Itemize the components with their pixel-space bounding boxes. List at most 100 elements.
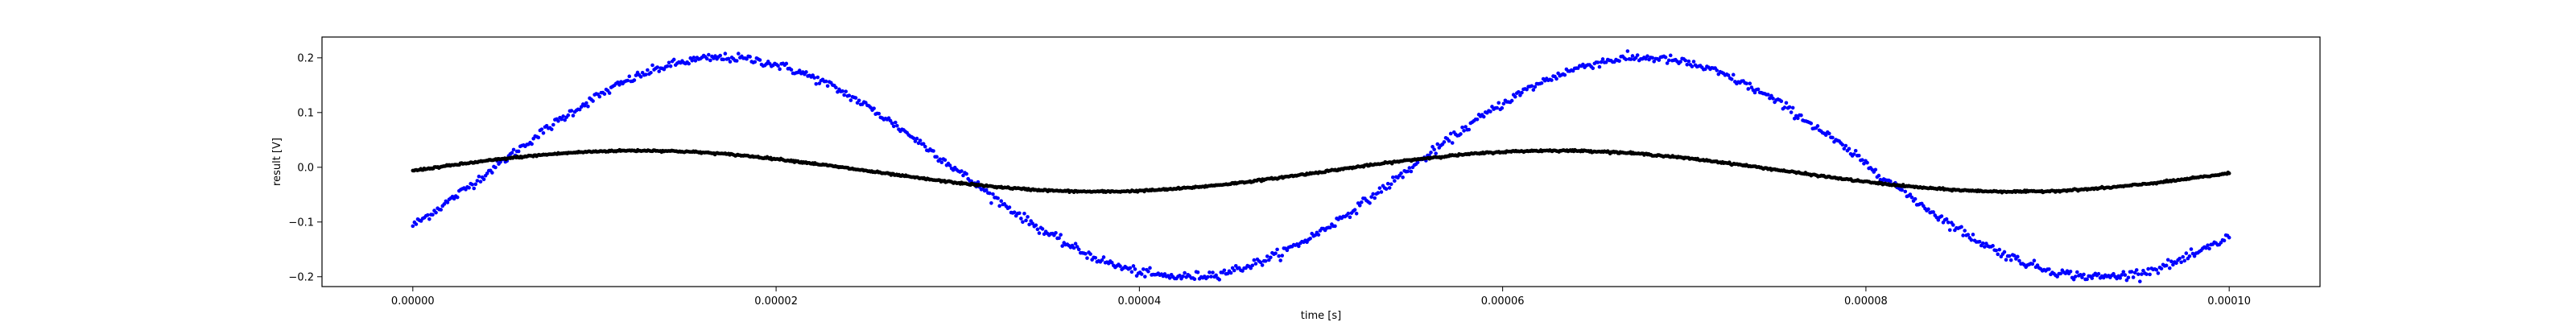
data-point: [2227, 235, 2231, 240]
data-point: [1109, 260, 1114, 265]
data-point: [1040, 227, 1045, 231]
data-point: [857, 98, 861, 103]
data-point: [1533, 85, 1538, 89]
data-point: [2146, 266, 2150, 271]
data-point: [1652, 60, 1656, 64]
data-point: [784, 61, 789, 66]
data-point: [511, 147, 516, 152]
data-point: [1666, 58, 1671, 63]
data-point: [825, 84, 830, 89]
data-point: [1316, 233, 1321, 237]
data-point: [452, 196, 456, 201]
data-point: [1691, 60, 1696, 64]
data-point: [734, 59, 739, 63]
y-tick-label: 0.2: [297, 52, 314, 64]
data-point: [2136, 272, 2140, 276]
data-point: [1181, 274, 1185, 279]
data-point: [1530, 84, 1534, 89]
data-point: [2165, 258, 2170, 262]
data-point: [442, 202, 447, 206]
data-point: [569, 109, 574, 113]
data-point: [1726, 73, 1731, 77]
data-point: [1678, 60, 1682, 64]
series-layer: [411, 49, 2231, 283]
data-point: [1617, 59, 1621, 64]
data-point: [1501, 101, 1506, 106]
data-point: [2012, 254, 2017, 258]
data-point: [1779, 99, 1784, 103]
data-point: [549, 127, 554, 131]
plot-frame: [321, 36, 2321, 287]
data-point: [1250, 263, 1255, 268]
data-point: [1376, 191, 1381, 195]
data-point: [478, 180, 483, 184]
data-point: [584, 101, 588, 105]
data-point: [1789, 110, 1794, 114]
data-point: [490, 171, 494, 175]
data-point: [1939, 214, 1944, 218]
data-point: [1129, 270, 1134, 275]
data-point: [1900, 188, 1904, 192]
data-point: [1034, 223, 1038, 228]
data-point: [911, 136, 916, 140]
data-point: [607, 91, 612, 95]
data-point: [718, 53, 722, 58]
data-point: [1903, 189, 1908, 194]
data-point: [2008, 258, 2013, 262]
data-point: [481, 177, 486, 182]
data-point: [2002, 250, 2007, 254]
data-point: [638, 75, 643, 79]
data-point: [918, 138, 923, 142]
data-point: [2004, 258, 2008, 262]
data-point: [566, 113, 571, 118]
data-point: [1369, 195, 1373, 199]
data-point: [2192, 254, 2197, 258]
data-point: [991, 192, 995, 196]
data-point: [1118, 264, 1122, 268]
data-point: [1729, 77, 1734, 81]
data-point: [2032, 258, 2037, 263]
x-axis-label: time [s]: [1301, 310, 1341, 322]
data-point: [1269, 255, 1273, 260]
data-point: [455, 195, 460, 200]
data-point: [1076, 247, 1081, 252]
data-point: [1997, 247, 2002, 252]
data-point: [1994, 248, 1998, 253]
data-point: [1026, 215, 1030, 219]
data-point: [1101, 255, 1106, 259]
data-point: [834, 85, 838, 90]
data-point: [536, 135, 541, 140]
data-point: [1787, 105, 1792, 109]
data-point: [1391, 175, 1395, 180]
data-point: [1663, 55, 1668, 60]
data-point: [1012, 210, 1017, 215]
data-point: [2179, 260, 2183, 265]
data-point: [1278, 258, 1282, 262]
data-point: [824, 79, 828, 84]
data-point: [1554, 76, 1558, 81]
data-point: [2085, 277, 2089, 282]
data-point: [1018, 211, 1022, 216]
data-point: [1518, 93, 1522, 97]
data-point: [1685, 62, 1690, 67]
x-tick-label: 0.00006: [1481, 295, 1525, 308]
data-point: [776, 64, 780, 68]
data-point: [1054, 231, 1058, 235]
data-point: [2164, 263, 2169, 268]
data-point: [1550, 78, 1554, 82]
data-point: [1450, 141, 1455, 145]
data-point: [964, 171, 968, 176]
x-tick-label: 0.00010: [2207, 295, 2251, 308]
data-point: [723, 52, 728, 56]
data-point: [1357, 204, 1362, 208]
data-point: [1931, 210, 1935, 214]
data-point: [814, 81, 819, 86]
data-point: [646, 68, 650, 72]
data-point: [1346, 211, 1351, 216]
data-point: [817, 81, 822, 85]
data-point: [1971, 233, 1975, 237]
data-point: [625, 78, 630, 83]
data-point: [707, 52, 711, 57]
data-point: [1475, 118, 1480, 122]
